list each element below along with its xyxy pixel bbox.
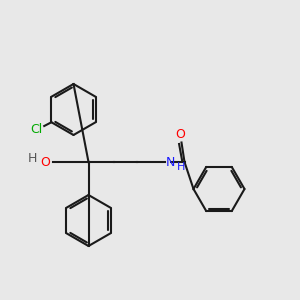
Text: H: H (177, 161, 185, 172)
Text: O: O (175, 128, 185, 142)
Text: N: N (166, 155, 175, 169)
Text: Cl: Cl (31, 122, 43, 136)
Text: H: H (27, 152, 37, 166)
Text: O: O (40, 155, 50, 169)
